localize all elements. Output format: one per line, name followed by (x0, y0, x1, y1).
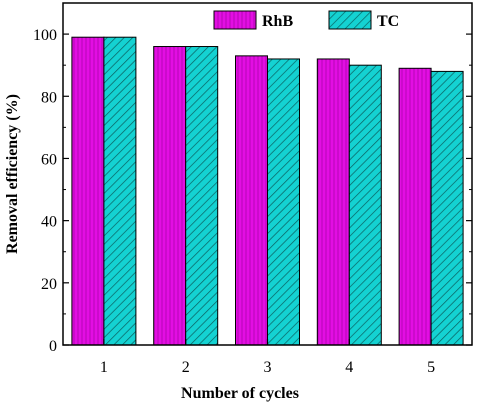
x-axis: 1 2 3 4 5 (100, 339, 435, 376)
bars-group (71, 36, 464, 346)
bar-tc-cycle-5 (430, 70, 464, 346)
y-tick-label-40: 40 (41, 214, 57, 231)
x-axis-title: Number of cycles (181, 385, 299, 402)
y-axis: 0 20 40 60 80 100 (33, 27, 472, 355)
bar-tc-cycle-3 (267, 58, 300, 346)
bar-rhb-cycle-3 (235, 55, 268, 346)
legend-swatch-tc (328, 10, 372, 30)
bar-rhb-cycle-2 (153, 46, 187, 346)
bar-tc-cycle-2 (185, 46, 219, 346)
y-tick-label-80: 80 (41, 89, 57, 106)
y-tick-label-0: 0 (49, 338, 57, 355)
bar-rhb-cycle-1 (71, 36, 105, 346)
x-tick-label-4: 4 (345, 359, 353, 376)
bar-rhb-cycle-4 (316, 58, 350, 346)
legend: RhB TC (213, 10, 399, 30)
y-tick-label-60: 60 (41, 151, 57, 168)
x-tick-label-2: 2 (182, 359, 190, 376)
legend-label-tc: TC (377, 13, 399, 30)
x-tick-label-3: 3 (264, 359, 272, 376)
bar-tc-cycle-4 (348, 64, 382, 346)
y-tick-label-20: 20 (41, 276, 57, 293)
x-tick-label-5: 5 (427, 359, 435, 376)
legend-swatch-rhb (213, 10, 257, 30)
y-axis-title: Removal efficiency (%) (4, 94, 21, 254)
bar-rhb-cycle-5 (398, 67, 432, 346)
bar-tc-cycle-1 (103, 36, 137, 346)
x-tick-label-1: 1 (100, 359, 108, 376)
legend-label-rhb: RhB (262, 13, 293, 30)
y-tick-label-100: 100 (33, 27, 57, 44)
